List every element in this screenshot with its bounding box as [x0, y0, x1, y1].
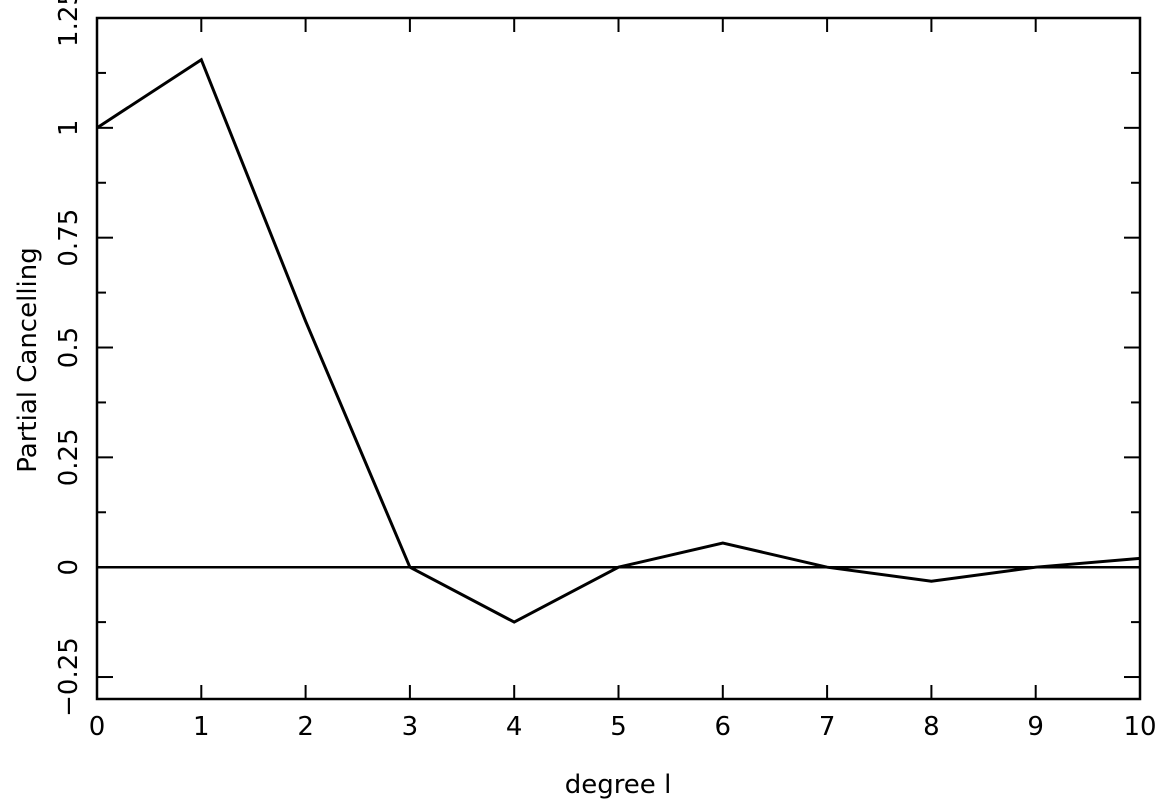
x-tick-label: 10 — [1123, 712, 1156, 742]
y-tick-labels: −0.25 0 0.25 0.5 0.75 1 1.25 — [54, 0, 84, 717]
axis-ticks — [96, 17, 1141, 699]
y-tick-label: 0.5 — [54, 327, 84, 368]
x-axis-label: degree l — [565, 770, 672, 800]
y-tick-label: 0.25 — [54, 428, 84, 486]
y-tick-label: −0.25 — [54, 637, 84, 717]
x-tick-label: 1 — [193, 712, 210, 742]
plot-frame — [95, 16, 1142, 701]
y-axis-label: Partial Cancelling — [13, 247, 43, 472]
y-tick-label: 1.25 — [54, 0, 84, 47]
x-tick-label: 7 — [819, 712, 836, 742]
x-tick-label: 0 — [89, 712, 106, 742]
y-tick-label: 0 — [54, 559, 84, 576]
x-tick-label: 5 — [610, 712, 627, 742]
x-tick-label: 9 — [1027, 712, 1044, 742]
series-layer — [96, 57, 1141, 624]
x-tick-label: 6 — [715, 712, 732, 742]
x-tick-label: 2 — [297, 712, 314, 742]
y-tick-label: 0.75 — [54, 209, 84, 267]
x-tick-label: 3 — [402, 712, 419, 742]
x-tick-labels: 0 1 2 3 4 5 6 7 8 9 10 — [89, 712, 1157, 742]
y-tick-label: 1 — [54, 120, 84, 137]
x-tick-label: 8 — [923, 712, 940, 742]
series-line — [96, 57, 1141, 624]
x-tick-label: 4 — [506, 712, 523, 742]
